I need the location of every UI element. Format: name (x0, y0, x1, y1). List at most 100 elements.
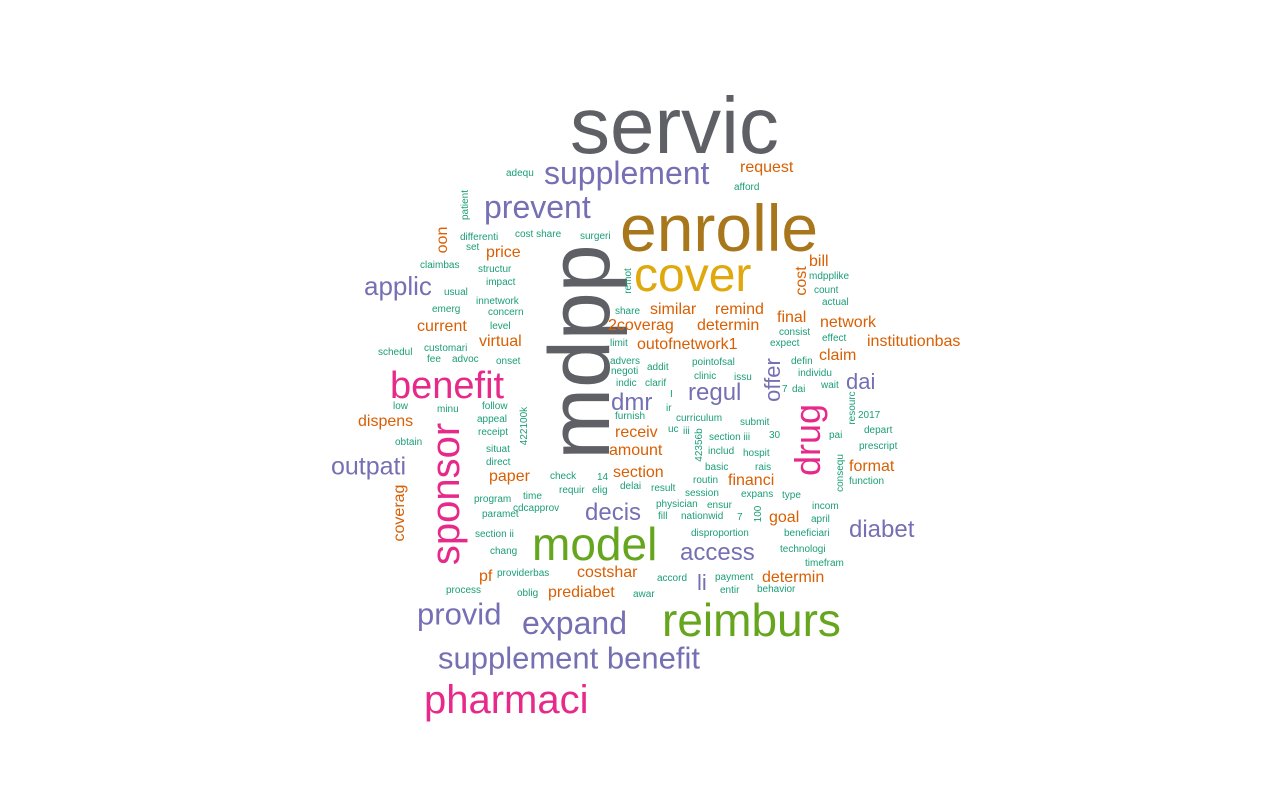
word-supplement-10: supplement (544, 155, 710, 191)
word-innetwork-65: innetwork (476, 296, 519, 307)
word-surgeri-59: surgeri (580, 231, 611, 242)
word-fee-71: fee (427, 354, 441, 365)
word-outpati-13: outpati (331, 452, 407, 481)
word-request-25: request (740, 159, 794, 176)
word-price-26: price (486, 244, 521, 261)
word-differenti-57: differenti (460, 232, 499, 243)
word-addit-79: addit (647, 362, 669, 373)
word-incom-145: incom (812, 501, 839, 512)
word-virtual-37: virtual (479, 333, 522, 350)
word-issu-84: issu (734, 372, 752, 383)
word-concern-67: concern (488, 307, 524, 318)
word-chang-150: chang (490, 546, 518, 557)
word-7-94: 7 (782, 384, 788, 395)
word-low-97: low (393, 401, 409, 412)
word-goal-49: goal (769, 509, 800, 526)
word-time-136: time (523, 491, 542, 502)
word-coverag-48: coverag (391, 484, 408, 542)
word-schedul-70: schedul (378, 347, 413, 358)
word-fill-141: fill (658, 511, 668, 522)
word-final-32: final (777, 309, 807, 326)
word-section-ii-147: section ii (475, 529, 514, 540)
word-provid-14: provid (417, 596, 502, 632)
word-check-123: check (550, 471, 577, 482)
word-oblig-157: oblig (517, 588, 539, 599)
word-regul-21: regul (688, 379, 742, 406)
word-remot-74: remot (623, 268, 634, 294)
word-effect-90: effect (822, 333, 847, 344)
word-section-44: section (613, 464, 664, 481)
word-payment-155: payment (715, 572, 754, 583)
word-pointofsal-82: pointofsal (692, 357, 735, 368)
word-hospit-115: hospit (743, 448, 770, 459)
word-requir-125: requir (559, 485, 585, 496)
word-type-132: type (782, 490, 801, 501)
word-actual-87: actual (822, 297, 849, 308)
word-oon-29: oon (434, 226, 451, 254)
word-minu-98: minu (437, 404, 459, 415)
word-dispens-41: dispens (358, 413, 414, 430)
word-wait-93: wait (821, 380, 839, 391)
word-enrolle-1: enrolle (620, 191, 819, 265)
word-amount-43: amount (609, 442, 663, 459)
word-reimburs-5: reimburs (662, 594, 841, 646)
word-drug-8: drug (787, 403, 828, 477)
word-similar-30: similar (650, 301, 697, 318)
word-uc-109: uc (668, 424, 679, 435)
word-30-113: 30 (769, 430, 781, 441)
word-advers-77: advers (610, 356, 641, 367)
word-i-161: I (670, 389, 673, 400)
word-direct-105: direct (486, 457, 511, 468)
word-section-iii-112: section iii (709, 432, 751, 443)
word-april-146: april (811, 514, 830, 525)
word-model-4: model (532, 518, 658, 570)
word-14-124: 14 (597, 472, 609, 483)
word-furnish-106: furnish (615, 411, 646, 422)
word-clinic-83: clinic (694, 371, 717, 382)
word-cover-3: cover (634, 249, 752, 302)
word-process-156: process (446, 585, 482, 596)
word-receiv-42: receiv (615, 424, 658, 441)
word-count-86: count (814, 285, 839, 296)
word-claim-39: claim (819, 347, 857, 364)
word-clarif-81: clarif (645, 378, 667, 389)
word-422100k-102: 422100k (519, 406, 530, 446)
word-offer-22: offer (760, 358, 785, 402)
word-financi-47: financi (728, 472, 775, 489)
word-consequ-133: consequ (835, 454, 846, 492)
word-afford-55: afford (734, 182, 760, 193)
word-applic-12: applic (364, 271, 432, 301)
word-follow-99: follow (482, 401, 508, 412)
word-dmr-20: dmr (611, 389, 653, 416)
word-expans-131: expans (741, 489, 774, 500)
word-receipt-101: receipt (478, 427, 509, 438)
word-timefram-152: timefram (805, 558, 844, 569)
word-ensur-140: ensur (707, 500, 733, 511)
word-providerbas-153: providerbas (497, 568, 550, 579)
word-level-68: level (490, 321, 511, 332)
word-supplement-benefit-16: supplement benefit (438, 640, 700, 676)
word-pharmaci-9: pharmaci (424, 678, 589, 722)
word-prescript-119: prescript (859, 441, 898, 452)
word-cost-share-58: cost share (515, 229, 562, 240)
word-defin-91: defin (791, 356, 813, 367)
word-expect-89: expect (770, 338, 800, 349)
word-mdpp-2: mdpp (532, 244, 628, 460)
word-consist-88: consist (779, 327, 811, 338)
word-elig-126: elig (592, 485, 608, 496)
word-remind-31: remind (715, 301, 764, 318)
word-curriculum-108: curriculum (676, 413, 723, 424)
word-2coverag-35: 2coverag (608, 317, 674, 334)
word-determin-52: determin (762, 569, 825, 586)
word-negoti-78: negoti (611, 366, 639, 377)
word-dai-95: dai (792, 384, 806, 395)
word-network-33: network (820, 314, 877, 331)
word-individu-92: individu (798, 368, 832, 379)
word-indic-80: indic (616, 378, 637, 389)
word-usual-64: usual (444, 287, 468, 298)
word-advoc-72: advoc (452, 354, 479, 365)
word-cost-28: cost (793, 266, 810, 296)
word-limit-76: limit (610, 338, 628, 349)
word-customari-69: customari (424, 343, 468, 354)
